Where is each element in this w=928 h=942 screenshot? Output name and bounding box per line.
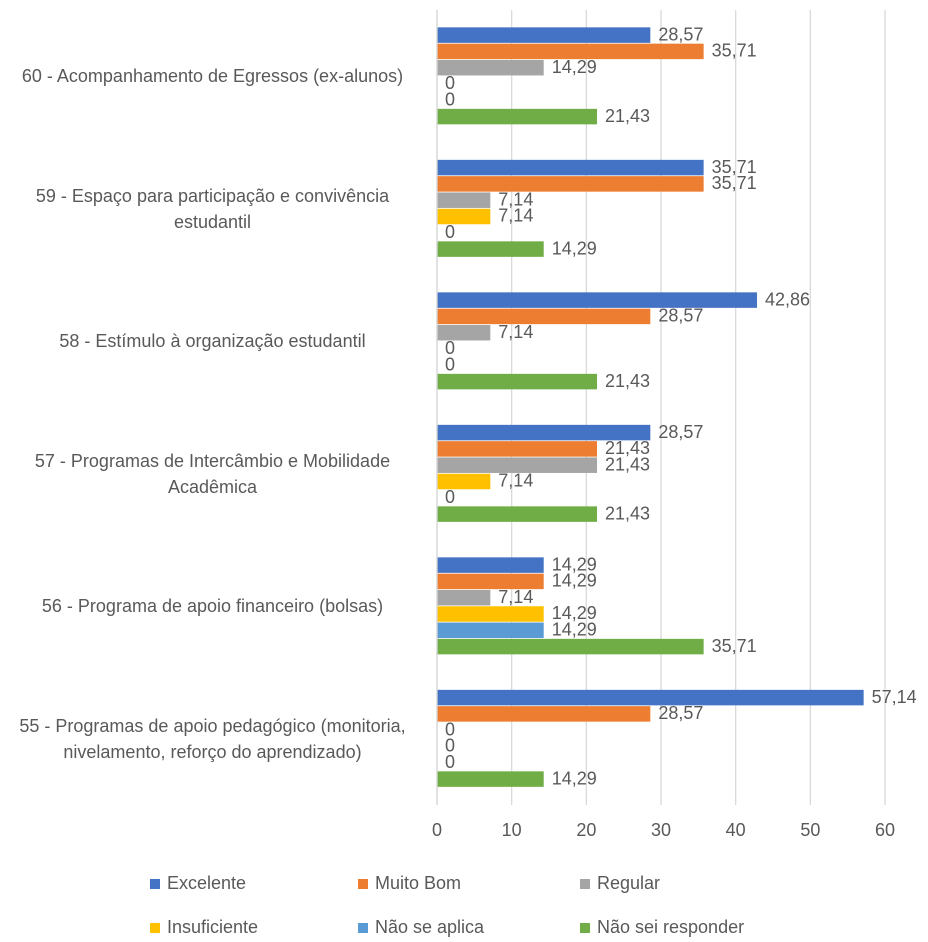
legend-swatch [580, 879, 590, 889]
legend-label: Regular [597, 873, 660, 893]
value-label: 0 [445, 338, 455, 358]
value-label: 7,14 [498, 471, 533, 491]
value-label: 0 [445, 752, 455, 772]
bar [437, 308, 651, 325]
legend-swatch [358, 923, 368, 933]
x-tick-label: 20 [576, 820, 596, 840]
value-label: 14,29 [552, 571, 597, 591]
value-label: 35,71 [712, 636, 757, 656]
value-label: 28,57 [658, 24, 703, 44]
legend-label: Excelente [167, 873, 246, 893]
bar [437, 108, 598, 125]
bar [437, 506, 598, 522]
value-label: 0 [445, 73, 455, 93]
bar [437, 589, 491, 606]
value-label: 7,14 [498, 189, 533, 209]
x-tick-label: 40 [726, 820, 746, 840]
legend-swatch [358, 879, 368, 889]
value-label: 0 [445, 354, 455, 374]
bar [437, 457, 598, 473]
bar [437, 638, 704, 655]
legend-label: Insuficiente [167, 917, 258, 937]
bar [437, 573, 544, 590]
bar [437, 689, 864, 706]
legend-label: Não se aplica [375, 917, 485, 937]
bar [437, 27, 651, 43]
bar [437, 424, 651, 441]
value-label: 28,57 [658, 306, 703, 326]
x-tick-label: 30 [651, 820, 671, 840]
bar [437, 324, 491, 341]
value-label: 42,86 [765, 289, 810, 309]
value-label: 35,71 [712, 173, 757, 193]
value-label: 14,29 [552, 554, 597, 574]
value-label: 21,43 [605, 438, 650, 458]
legend-swatch [150, 923, 160, 933]
category-label: 57 - Programas de Intercâmbio e Mobilida… [34, 450, 391, 497]
legend-label: Não sei responder [597, 917, 744, 937]
value-label: 28,57 [658, 703, 703, 723]
category-label: 56 - Programa de apoio financeiro (bolsa… [41, 596, 384, 617]
x-tick-label: 0 [432, 820, 442, 840]
value-label: 21,43 [605, 454, 650, 474]
value-label: 7,14 [498, 206, 533, 226]
bar [437, 59, 544, 76]
value-label: 14,29 [552, 619, 597, 639]
x-tick-label: 10 [502, 820, 522, 840]
legend-swatch [150, 879, 160, 889]
value-label: 21,43 [605, 371, 650, 391]
bar [437, 606, 544, 622]
value-label: 0 [445, 89, 455, 109]
bar [437, 292, 758, 308]
value-label: 0 [445, 222, 455, 242]
bar [437, 176, 704, 192]
bar [437, 43, 704, 60]
bar [437, 208, 491, 225]
x-tick-label: 50 [800, 820, 820, 840]
value-label: 14,29 [552, 238, 597, 258]
value-label: 14,29 [552, 57, 597, 77]
category-label: 55 - Programas de apoio pedagógico (moni… [19, 715, 406, 762]
value-label: 21,43 [605, 106, 650, 126]
value-label: 0 [445, 487, 455, 507]
bar [437, 706, 651, 722]
bar [437, 159, 704, 176]
x-tick-label: 60 [875, 820, 895, 840]
value-label: 14,29 [552, 768, 597, 788]
value-label: 57,14 [872, 687, 917, 707]
bar [437, 241, 544, 257]
category-label: 58 - Estímulo à organização estudantil [59, 331, 366, 352]
bar [437, 771, 544, 787]
value-label: 14,29 [552, 603, 597, 623]
value-label: 35,71 [712, 157, 757, 177]
value-label: 0 [445, 719, 455, 739]
value-label: 7,14 [498, 587, 533, 607]
bar [437, 373, 598, 390]
value-label: 28,57 [658, 422, 703, 442]
value-label: 21,43 [605, 503, 650, 523]
bar [437, 192, 491, 208]
category-label: 59 - Espaço para participação e convivên… [35, 185, 390, 232]
bar [437, 473, 491, 490]
bar [437, 441, 598, 457]
value-label: 35,71 [712, 41, 757, 61]
bar [437, 622, 544, 639]
value-label: 0 [445, 736, 455, 756]
legend-label: Muito Bom [375, 873, 461, 893]
value-label: 7,14 [498, 322, 533, 342]
category-label: 60 - Acompanhamento de Egressos (ex-alun… [21, 66, 404, 87]
bar [437, 557, 544, 573]
legend-swatch [580, 923, 590, 933]
